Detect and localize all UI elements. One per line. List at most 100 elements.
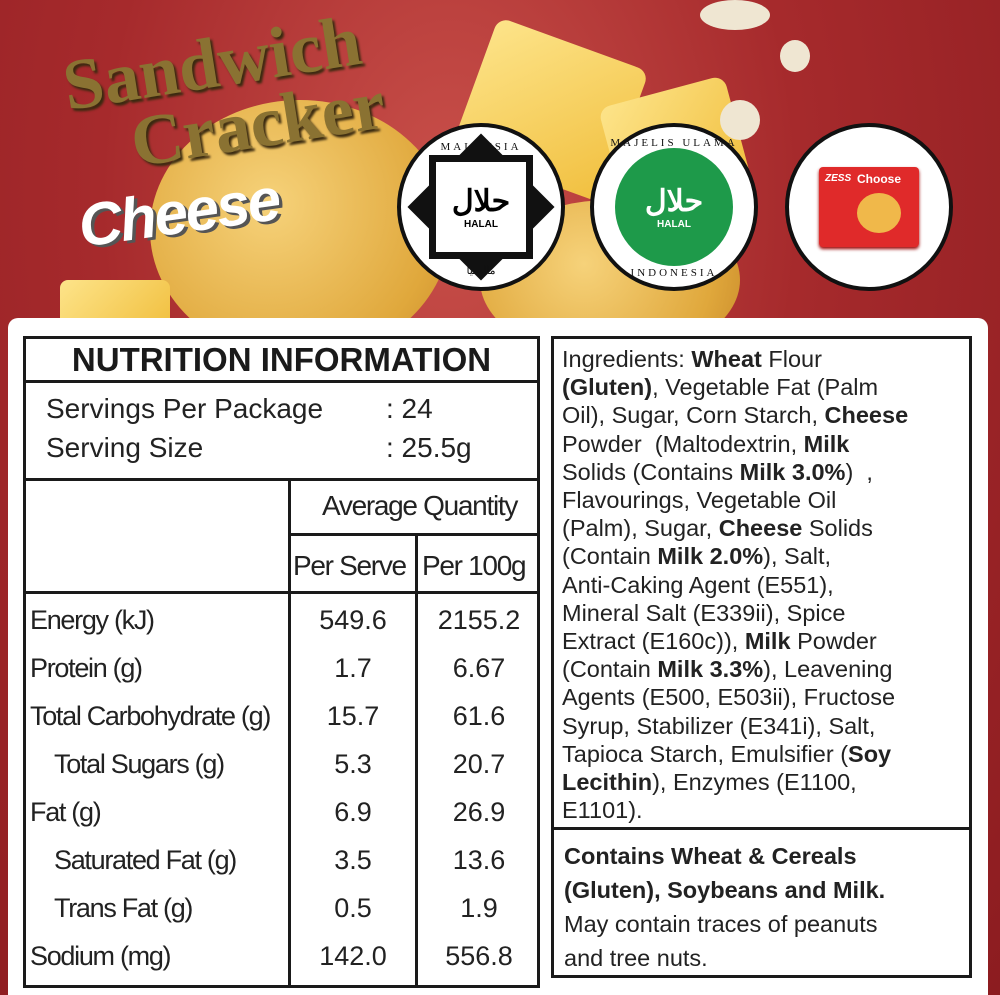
nutrition-row: Total Carbohydrate (g) 15.7 61.6 xyxy=(26,692,537,740)
ingredients-line: Mineral Salt (E339ii), Spice xyxy=(562,599,908,627)
logo-arabic-text: حلال xyxy=(451,185,511,218)
allergen-may-contain: May contain traces of peanuts xyxy=(564,911,878,937)
ingredients-line: Anti-Caking Agent (E551), xyxy=(562,571,908,599)
ingredients-line: Ingredients: Wheat Flour xyxy=(562,345,908,373)
ingredients-line: Flavourings, Vegetable Oil xyxy=(562,486,908,514)
ingredient-text: ), Leavening xyxy=(763,656,893,683)
nutrient-name: Energy (kJ) xyxy=(30,605,155,635)
mui-halal-logo: MAJELIS ULAMA حلال HALAL INDONESIA xyxy=(590,123,758,291)
ingredients-line: (Palm), Sugar, Cheese Solids xyxy=(562,514,908,542)
ingredients-line: Syrup, Stabilizer (E341i), Salt, xyxy=(562,712,908,740)
allergen-may-contain: and tree nuts. xyxy=(564,945,708,971)
per-100g-value: 61.6 xyxy=(452,701,506,731)
ingredient-allergen-highlight: Milk 3.0% xyxy=(739,458,846,485)
ingredient-text: Extract (E160c)), xyxy=(562,628,745,655)
ingredient-allergen-highlight: Soy xyxy=(848,740,892,767)
ingredient-text: Flour xyxy=(761,346,822,372)
logo-ring-text: INDONESIA xyxy=(630,267,718,279)
per-serve-value: 5.3 xyxy=(334,749,372,779)
product-package-image: ZESS Choose xyxy=(785,123,953,291)
ingredients-line: (Contain Milk 3.3%), Leavening xyxy=(562,655,908,683)
average-quantity-header: Average Quantity xyxy=(322,490,518,521)
ingredient-text: , Vegetable Fat (Palm xyxy=(652,374,879,401)
malaysia-halal-logo: MALAYSIA حلال HALAL مالسيا xyxy=(397,123,565,291)
allergen-statement: Contains Wheat & Cereals (Gluten), Soybe… xyxy=(564,839,885,975)
per-serve-header: Per Serve xyxy=(293,550,407,581)
ingredient-allergen-highlight: Lecithin xyxy=(562,769,653,796)
ingredient-text: ), Salt, xyxy=(763,543,832,570)
info-panel xyxy=(8,318,988,995)
ingredients-line: Powder (Maltodextrin, Milk xyxy=(562,430,908,458)
ingredient-text: E1101). xyxy=(562,797,643,824)
nutrient-name: Fat (g) xyxy=(30,797,102,827)
nutrition-row: Sodium (mg) 142.0 556.8 xyxy=(26,932,537,980)
ingredients-line: Tapioca Starch, Emulsifier (Soy xyxy=(562,740,908,768)
nutrition-table: NUTRITION INFORMATION Servings Per Packa… xyxy=(23,336,540,988)
nutrition-row: Energy (kJ) 549.6 2155.2 xyxy=(26,596,537,644)
per-serve-value: 0.5 xyxy=(334,893,372,923)
ingredients-box: Ingredients: Wheat Flour (Gluten), Vegeta… xyxy=(551,336,972,978)
nutrient-name: Protein (g) xyxy=(30,653,143,683)
ingredient-text: Solids xyxy=(802,515,873,542)
ingredient-allergen-highlight: Milk 2.0% xyxy=(657,543,764,570)
per-100g-value: 556.8 xyxy=(445,941,513,971)
logo-ring-text: MAJELIS ULAMA xyxy=(610,137,738,149)
ingredient-text: Anti-Caking Agent (E551), xyxy=(562,571,834,598)
ingredient-text: Tapioca Starch, Emulsifier ( xyxy=(562,740,849,767)
ingredient-allergen-highlight: Cheese xyxy=(824,402,909,429)
ingredient-allergen-highlight: Wheat xyxy=(691,346,762,372)
package-brand: ZESS xyxy=(825,173,852,184)
package-name: Choose xyxy=(857,172,902,186)
ingredient-text: (Contain xyxy=(562,543,658,570)
ingredients-line: Oil), Sugar, Corn Starch, Cheese xyxy=(562,401,908,429)
milk-drop xyxy=(780,40,810,72)
logo-ring-text: مالسيا xyxy=(466,265,496,277)
nutrient-name: Total Carbohydrate (g) xyxy=(30,701,271,731)
per-100g-value: 1.9 xyxy=(460,893,498,923)
per-serve-value: 15.7 xyxy=(326,701,380,731)
per-serve-value: 142.0 xyxy=(319,941,387,971)
nutrition-row: Saturated Fat (g) 3.5 13.6 xyxy=(26,836,537,884)
milk-drop xyxy=(720,100,760,140)
per-100g-header: Per 100g xyxy=(422,550,527,581)
nutrition-title: NUTRITION INFORMATION xyxy=(71,341,492,378)
ingredients-line: Solids (Contains Milk 3.0%) , xyxy=(562,458,908,486)
ingredient-text: Agents (E500, E503ii), Fructose xyxy=(562,684,896,711)
per-100g-value: 2155.2 xyxy=(437,605,521,635)
servings-label: Servings Per Package xyxy=(46,393,324,424)
nutrition-row: Protein (g) 1.7 6.67 xyxy=(26,644,537,692)
milk-drop xyxy=(700,0,770,30)
ingredients-line: E1101). xyxy=(562,796,908,824)
per-100g-value: 26.9 xyxy=(452,797,506,827)
nutrition-row: Trans Fat (g) 0.5 1.9 xyxy=(26,884,537,932)
logo-center-text: HALAL xyxy=(657,219,691,230)
serving-size-value: : 25.5g xyxy=(386,432,472,463)
serving-size-label: Serving Size xyxy=(46,432,204,463)
nutrient-name: Sodium (mg) xyxy=(30,941,172,971)
nutrient-name: Total Sugars (g) xyxy=(54,749,225,779)
ingredient-text: Syrup, Stabilizer (E341i), Salt, xyxy=(562,712,876,739)
per-serve-value: 6.9 xyxy=(334,797,372,827)
ingredients-line: (Gluten), Vegetable Fat (Palm xyxy=(562,373,908,401)
ingredient-text: (Palm), Sugar, xyxy=(562,515,719,542)
ingredient-text: ), Enzymes (E1100, xyxy=(652,769,857,796)
nutrition-row: Total Sugars (g) 5.3 20.7 xyxy=(26,740,537,788)
ingredient-text: Solids (Contains xyxy=(562,458,740,485)
allergen-contains: Contains Wheat & Cereals xyxy=(564,843,857,869)
ingredient-text: Powder (Maltodextrin, xyxy=(562,430,804,457)
ingredient-allergen-highlight: (Gluten) xyxy=(562,374,653,401)
ingredients-line: (Contain Milk 2.0%), Salt, xyxy=(562,542,908,570)
logo-arabic-text: حلال xyxy=(644,185,704,218)
ingredient-text: Mineral Salt (E339ii), Spice xyxy=(562,599,846,626)
per-100g-value: 13.6 xyxy=(452,845,506,875)
nutrient-name: Saturated Fat (g) xyxy=(54,845,237,875)
ingredient-text: (Contain xyxy=(562,656,658,683)
ingredient-allergen-highlight: Milk xyxy=(803,430,850,457)
ingredient-text: Ingredients: xyxy=(562,346,692,372)
ingredient-text: ) , xyxy=(845,458,873,485)
ingredient-text: Flavourings, Vegetable Oil xyxy=(562,487,837,514)
nutrient-name: Trans Fat (g) xyxy=(54,893,193,923)
nutrition-row: Fat (g) 6.9 26.9 xyxy=(26,788,537,836)
per-100g-value: 6.67 xyxy=(452,653,506,683)
servings-value: : 24 xyxy=(386,393,433,424)
